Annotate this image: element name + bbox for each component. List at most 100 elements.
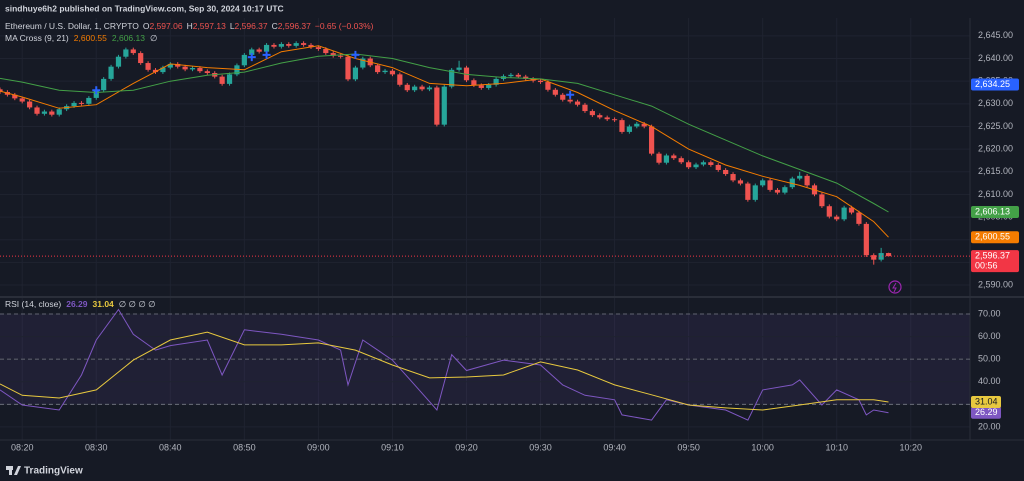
candle-body bbox=[871, 255, 877, 260]
y-tick-label: 2,590.00 bbox=[978, 279, 1013, 289]
x-tick-label: 09:50 bbox=[677, 442, 700, 452]
logo bbox=[6, 466, 21, 475]
y-tick-label: 2,610.00 bbox=[978, 189, 1013, 199]
ma-line bbox=[0, 53, 889, 213]
candle-body bbox=[604, 117, 610, 120]
candle-body bbox=[797, 175, 803, 179]
candle-body bbox=[197, 68, 203, 72]
candle-body bbox=[782, 187, 788, 193]
countdown: 00:56 bbox=[975, 261, 998, 271]
candle-body bbox=[189, 68, 196, 70]
rsi-badge-label: 31.04 bbox=[975, 396, 998, 406]
candle-body bbox=[330, 53, 336, 56]
x-tick-label: 09:30 bbox=[529, 442, 552, 452]
candle-body bbox=[160, 67, 166, 73]
ohlc-value: 2,597.13 bbox=[193, 21, 226, 31]
x-tick-label: 09:20 bbox=[455, 442, 478, 452]
candle-body bbox=[101, 78, 107, 91]
y-tick-label: 2,625.00 bbox=[978, 121, 1013, 131]
candle-body bbox=[286, 44, 292, 46]
indicator-legend: MA Cross (9, 21) 2,600.55 2,606.13 ∅ bbox=[5, 33, 158, 43]
candle-body bbox=[449, 69, 455, 87]
candle-body bbox=[204, 71, 210, 74]
candle-body bbox=[78, 102, 85, 104]
candle-body bbox=[619, 120, 625, 132]
candle-body bbox=[686, 162, 692, 168]
candle-body bbox=[863, 223, 869, 256]
rsi-title: RSI (14, close) bbox=[5, 299, 61, 309]
candle-body bbox=[226, 74, 233, 84]
candle-body bbox=[263, 44, 270, 52]
candle-body bbox=[789, 178, 795, 188]
candle-body bbox=[478, 85, 484, 88]
candle-body bbox=[663, 155, 670, 163]
candle-body bbox=[471, 80, 477, 86]
candle-body bbox=[493, 78, 499, 85]
candle-body bbox=[841, 207, 847, 220]
rsi-badge bbox=[971, 395, 1001, 408]
cross-marker bbox=[351, 50, 360, 59]
candle-body bbox=[611, 119, 618, 121]
y-tick-label: 20.00 bbox=[978, 421, 1001, 431]
candle-body bbox=[567, 99, 573, 102]
candle-body bbox=[115, 56, 122, 67]
price-badge bbox=[971, 231, 1019, 244]
candle-body bbox=[752, 185, 758, 200]
candle-body bbox=[641, 123, 647, 127]
candle-body bbox=[649, 126, 655, 154]
logo-part bbox=[9, 466, 12, 475]
ohlc-value: 2,596.37 bbox=[278, 21, 311, 31]
x-tick-label: 08:30 bbox=[85, 442, 108, 452]
candle-body bbox=[352, 67, 359, 80]
candle-body bbox=[426, 87, 433, 90]
candle-body bbox=[241, 54, 247, 66]
candle-body bbox=[86, 97, 92, 104]
ohlc-value: 2,596.37 bbox=[235, 21, 268, 31]
price-badge-label: 2,606.13 bbox=[975, 206, 1010, 216]
candle-body bbox=[315, 47, 321, 49]
candle-body bbox=[182, 66, 188, 70]
price-badge bbox=[971, 205, 1019, 218]
candle-body bbox=[856, 212, 862, 224]
candle-body bbox=[730, 174, 736, 181]
candle-body bbox=[885, 253, 892, 257]
rsi-value: 26.29 bbox=[66, 299, 88, 309]
x-tick-label: 08:20 bbox=[11, 442, 34, 452]
price-badge-label: 2,596.37 bbox=[975, 251, 1010, 261]
logo-part bbox=[14, 466, 21, 475]
y-tick-label: 2,620.00 bbox=[978, 143, 1013, 153]
candle-body bbox=[19, 98, 25, 102]
price-badge-label: 2,600.55 bbox=[975, 232, 1010, 242]
x-tick-label: 10:00 bbox=[751, 442, 774, 452]
candle-body bbox=[508, 74, 514, 77]
candle-body bbox=[338, 55, 344, 57]
candle-body bbox=[382, 70, 388, 73]
y-tick-label: 2,645.00 bbox=[978, 30, 1013, 40]
candle-body bbox=[723, 169, 729, 175]
candle-body bbox=[767, 180, 773, 190]
x-tick-label: 10:20 bbox=[899, 442, 922, 452]
candle-body bbox=[360, 58, 366, 68]
candle-body bbox=[434, 87, 440, 125]
price-badge bbox=[971, 78, 1019, 91]
candle-body bbox=[138, 53, 144, 64]
candle-body bbox=[27, 101, 33, 108]
x-tick-label: 09:40 bbox=[603, 442, 626, 452]
rsi-value: 31.04 bbox=[93, 299, 115, 309]
candle-body bbox=[167, 63, 173, 68]
candle-body bbox=[834, 216, 840, 220]
brand: TradingView bbox=[24, 466, 83, 477]
candle-body bbox=[774, 189, 781, 193]
cross-marker bbox=[247, 53, 256, 62]
candle-body bbox=[656, 153, 662, 163]
candle-body bbox=[700, 162, 707, 165]
candle-body bbox=[34, 107, 40, 114]
candle-body bbox=[574, 101, 581, 105]
cross-marker bbox=[566, 90, 575, 99]
candle-body bbox=[552, 89, 558, 95]
alert-icon[interactable] bbox=[888, 280, 902, 294]
candle-body bbox=[693, 164, 699, 168]
indicator-title: MA Cross (9, 21) bbox=[5, 33, 69, 43]
candle-body bbox=[49, 111, 55, 115]
legend-title: Ethereum / U.S. Dollar, 1, CRYPTO bbox=[5, 21, 139, 31]
